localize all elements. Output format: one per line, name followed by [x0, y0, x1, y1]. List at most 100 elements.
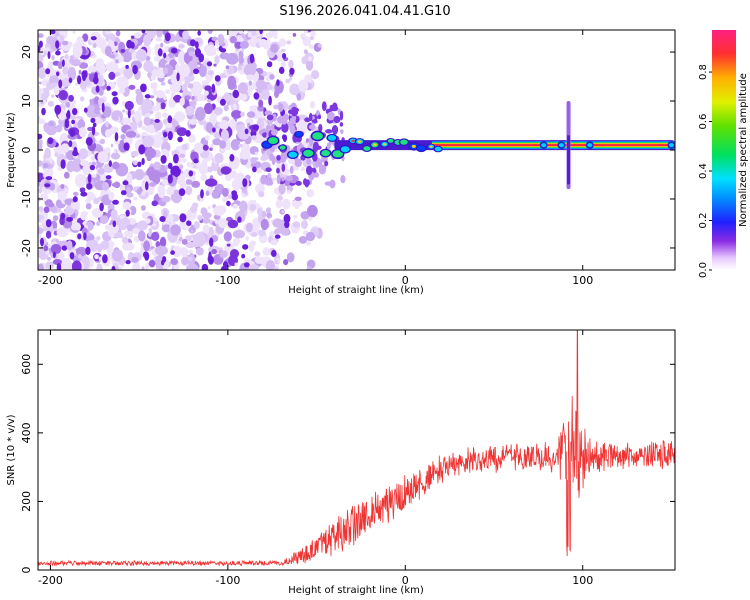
- snr-series-line: [38, 330, 675, 567]
- ridge-blob-core: [312, 132, 323, 140]
- noise-blob: [116, 217, 121, 223]
- noise-blob: [302, 36, 312, 47]
- bottom-y-tick-label: 400: [20, 422, 33, 443]
- noise-blob: [66, 160, 75, 173]
- noise-blob: [255, 30, 260, 35]
- noise-blob: [286, 190, 292, 195]
- noise-blob: [38, 67, 47, 79]
- ridge-knot-core: [668, 143, 674, 148]
- ridge-blob-core: [434, 146, 442, 152]
- noise-blob: [240, 147, 249, 158]
- noise-peak: [167, 131, 173, 141]
- noise-blob: [141, 266, 145, 270]
- ridge-blob-core: [303, 149, 314, 157]
- noise-blob: [289, 77, 292, 81]
- noise-blob: [66, 240, 73, 251]
- noise-blob: [250, 232, 258, 237]
- noise-blob: [201, 80, 210, 86]
- noise-blob: [298, 236, 308, 244]
- noise-blob: [59, 74, 66, 80]
- noise-blob: [226, 101, 231, 106]
- noise-peak: [170, 250, 176, 255]
- noise-blob: [130, 35, 135, 39]
- noise-blob: [278, 183, 286, 195]
- ridge-scatter: [280, 151, 289, 160]
- noise-blob: [74, 82, 79, 86]
- ridge-scatter: [287, 120, 293, 128]
- noise-peak: [52, 251, 56, 258]
- top-y-tick-label: -20: [20, 239, 33, 257]
- noise-blob: [134, 32, 142, 39]
- noise-blob: [120, 49, 126, 53]
- noise-peak: [112, 96, 119, 105]
- noise-blob: [113, 115, 119, 121]
- noise-blob: [193, 221, 200, 230]
- ridge-scatter: [316, 110, 320, 117]
- noise-blob: [154, 118, 160, 123]
- noise-blob: [185, 179, 193, 185]
- noise-blob: [307, 56, 313, 62]
- ridge-scatter: [281, 177, 285, 182]
- noise-blob: [105, 61, 119, 73]
- noise-peak: [232, 89, 240, 99]
- top-x-tick-label: 100: [572, 274, 593, 287]
- noise-blob: [313, 70, 318, 76]
- noise-peak: [54, 104, 62, 115]
- noise-peak: [112, 199, 119, 205]
- noise-blob: [231, 110, 243, 119]
- noise-blob: [266, 84, 273, 91]
- noise-peak: [47, 137, 54, 145]
- noise-blob: [213, 214, 221, 220]
- noise-blob: [301, 220, 308, 229]
- noise-blob: [203, 90, 209, 96]
- noise-blob: [278, 38, 287, 47]
- noise-blob: [300, 33, 306, 39]
- noise-peak: [242, 178, 248, 188]
- noise-blob: [78, 148, 89, 160]
- noise-blob: [132, 160, 138, 166]
- noise-peak: [101, 102, 105, 113]
- noise-blob: [148, 228, 153, 233]
- bottom-y-axis-label: SNR (10 * v/v): [6, 414, 17, 485]
- bottom-x-ticks: -200 -100 0 100: [38, 330, 593, 587]
- noise-blob: [258, 229, 266, 237]
- ridge-scatter: [281, 122, 289, 133]
- noise-peak: [85, 246, 91, 255]
- noise-blob: [56, 227, 69, 238]
- noise-blob: [170, 258, 178, 266]
- noise-blob: [185, 214, 191, 221]
- noise-peak: [77, 233, 82, 240]
- ridge-scatter: [310, 122, 315, 131]
- noise-peak: [140, 83, 147, 93]
- noise-blob: [184, 95, 191, 100]
- noise-blob: [151, 69, 161, 77]
- noise-blob: [134, 169, 145, 181]
- noise-blob: [185, 235, 192, 242]
- chart-title: S196.2026.041.04.41.G10: [279, 4, 450, 19]
- noise-blob: [181, 83, 188, 92]
- noise-blob: [133, 197, 138, 201]
- noise-blob: [273, 104, 279, 110]
- noise-peak: [125, 260, 131, 265]
- noise-blob: [122, 117, 132, 125]
- noise-blob: [38, 33, 44, 38]
- noise-blob: [238, 143, 243, 148]
- ridge-scatter: [281, 163, 286, 172]
- ridge-blob-peak: [351, 139, 355, 142]
- noise-blob: [45, 261, 54, 270]
- noise-peak: [241, 253, 246, 259]
- noise-blob: [265, 260, 276, 270]
- noise-blob: [272, 218, 283, 228]
- noise-blob: [155, 37, 161, 42]
- noise-blob: [151, 133, 163, 148]
- noise-blob: [94, 254, 99, 260]
- ridge-scatter: [329, 179, 336, 189]
- ridge-scatter: [260, 174, 268, 185]
- noise-blob: [274, 89, 279, 99]
- noise-peak: [188, 170, 194, 177]
- noise-blob: [55, 124, 63, 133]
- noise-blob: [250, 157, 257, 164]
- ridge-scatter: [331, 125, 339, 135]
- noise-blob: [136, 49, 147, 62]
